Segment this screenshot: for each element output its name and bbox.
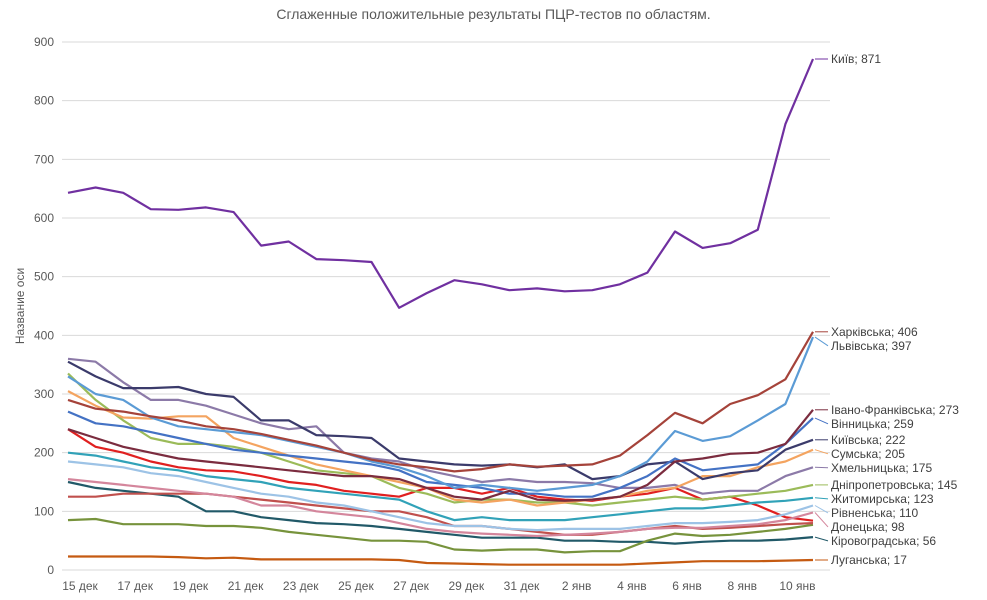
series-line bbox=[67, 517, 814, 554]
data-label: Дніпропетровська; 145 bbox=[831, 478, 958, 492]
series-line bbox=[67, 390, 814, 507]
x-tick-label: 4 янв bbox=[617, 579, 647, 593]
series-lines bbox=[67, 58, 815, 566]
data-label: Луганська; 17 bbox=[831, 553, 907, 567]
x-tick-label: 27 дек bbox=[393, 579, 429, 593]
x-tick-label: 21 дек bbox=[228, 579, 264, 593]
x-tick-label: 19 дек bbox=[173, 579, 209, 593]
y-tick-label: 900 bbox=[34, 35, 54, 49]
data-label: Харківська; 406 bbox=[831, 325, 918, 339]
data-label: Івано-Франківська; 273 bbox=[831, 403, 959, 417]
y-tick-label: 400 bbox=[34, 328, 54, 342]
y-axis-ticks: 0 100 200 300 400 500 600 700 800 900 bbox=[34, 35, 54, 577]
data-label: Житомирська; 123 bbox=[831, 492, 934, 506]
label-leader-line bbox=[814, 417, 829, 425]
series-line bbox=[67, 428, 814, 522]
label-leader-lines bbox=[814, 58, 829, 561]
series-line bbox=[67, 372, 814, 507]
y-axis-label: Название оси bbox=[13, 268, 27, 344]
series-line bbox=[67, 451, 814, 522]
data-label: Сумська; 205 bbox=[831, 447, 905, 461]
data-label: Кіровоградська; 56 bbox=[831, 534, 936, 548]
series-line bbox=[67, 357, 814, 495]
label-leader-line bbox=[814, 505, 829, 514]
series-line bbox=[67, 480, 814, 545]
series-line bbox=[68, 555, 814, 566]
y-tick-label: 700 bbox=[34, 152, 54, 166]
series-line bbox=[67, 58, 815, 309]
x-tick-label: 10 янв bbox=[779, 579, 815, 593]
series-line bbox=[67, 460, 814, 532]
x-tick-label: 15 дек bbox=[62, 579, 98, 593]
label-leader-line bbox=[814, 449, 829, 455]
data-label: Вінницька; 259 bbox=[831, 417, 914, 431]
x-tick-label: 6 янв bbox=[672, 579, 702, 593]
series-line bbox=[67, 360, 814, 481]
x-tick-label: 31 дек bbox=[504, 579, 540, 593]
chart-title: Сглаженные положительные результаты ПЦР-… bbox=[276, 6, 711, 22]
series-line bbox=[67, 478, 814, 538]
data-label: Донецька; 98 bbox=[831, 520, 905, 534]
y-tick-label: 0 bbox=[47, 563, 54, 577]
data-label: Київ; 871 bbox=[831, 52, 881, 66]
data-label: Київська; 222 bbox=[831, 433, 906, 447]
series-line bbox=[67, 409, 814, 502]
x-tick-label: 2 янв bbox=[562, 579, 592, 593]
data-label: Хмельницька; 175 bbox=[831, 461, 932, 475]
data-label: Львівська; 397 bbox=[831, 339, 912, 353]
label-leader-line bbox=[814, 536, 829, 542]
y-tick-label: 300 bbox=[34, 387, 54, 401]
x-tick-label: 8 янв bbox=[727, 579, 757, 593]
y-tick-label: 500 bbox=[34, 270, 54, 284]
y-tick-label: 800 bbox=[34, 94, 54, 108]
label-leader-line bbox=[814, 466, 829, 469]
y-tick-label: 200 bbox=[34, 446, 54, 460]
data-label: Рівненська; 110 bbox=[831, 506, 919, 520]
x-tick-label: 25 дек bbox=[338, 579, 374, 593]
series-line bbox=[67, 410, 814, 498]
series-line bbox=[67, 336, 815, 492]
label-leader-line bbox=[814, 512, 829, 528]
label-leader-line bbox=[814, 336, 829, 347]
series-line bbox=[67, 331, 814, 473]
x-axis-ticks: 15 дек 17 дек 19 дек 21 дек 23 дек 25 дек 27 д… bbox=[62, 579, 815, 593]
label-leader-line bbox=[814, 497, 829, 500]
x-tick-label: 17 дек bbox=[117, 579, 153, 593]
y-tick-label: 600 bbox=[34, 211, 54, 225]
x-tick-label: 29 дек bbox=[448, 579, 484, 593]
y-tick-label: 100 bbox=[34, 504, 54, 518]
gridlines bbox=[62, 41, 830, 571]
x-tick-label: 23 дек bbox=[283, 579, 319, 593]
